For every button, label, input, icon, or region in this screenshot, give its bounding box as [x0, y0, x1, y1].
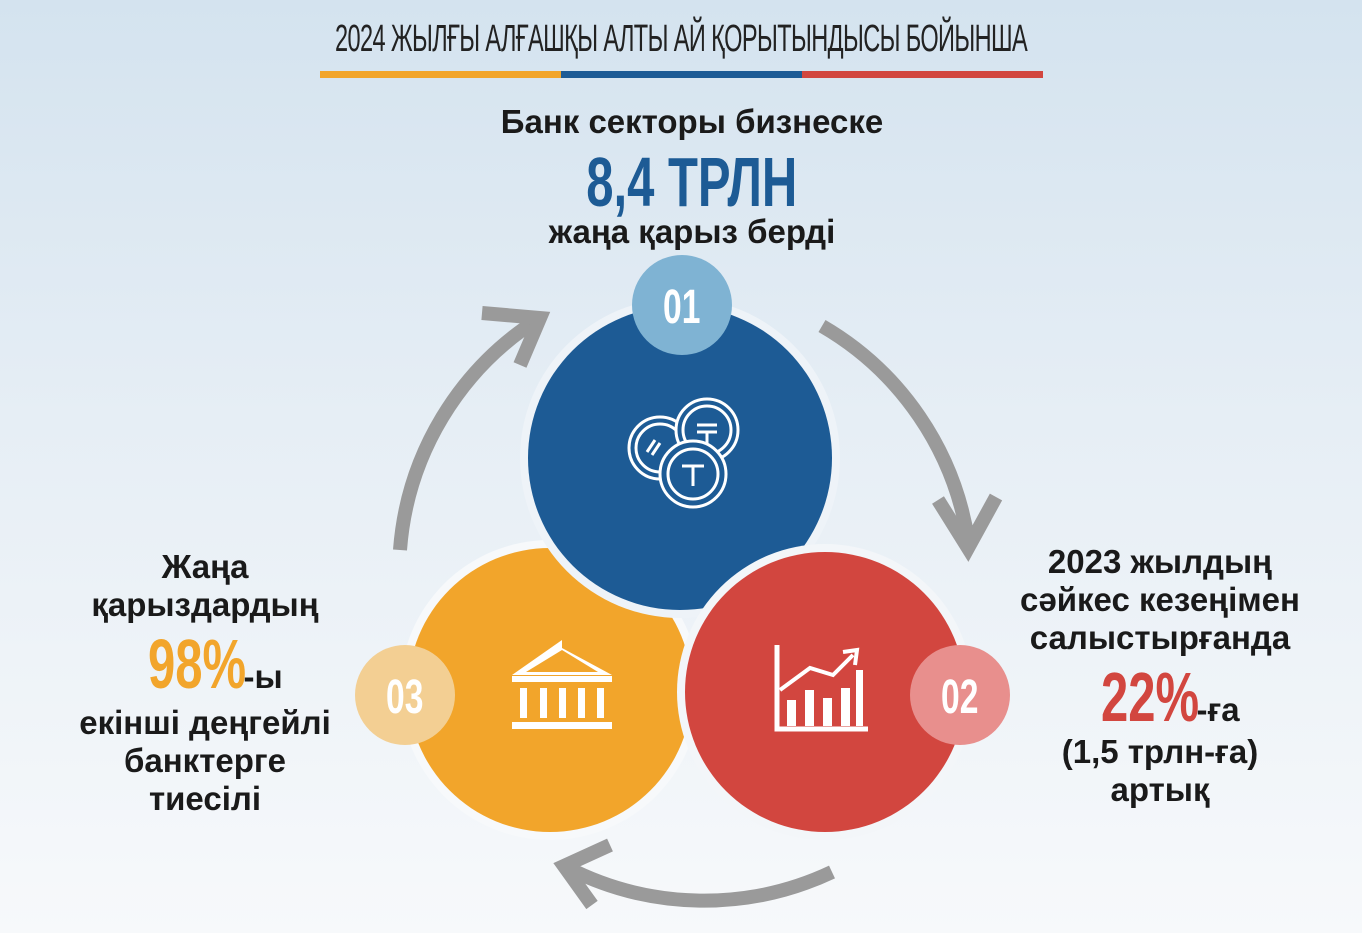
block2-line3: салыстырғанда	[1029, 618, 1291, 656]
arrow-2-to-3-head	[553, 838, 613, 910]
badge-01-circle	[632, 255, 732, 355]
badge-01: 01	[663, 281, 701, 334]
block2-suffix: -ға	[1196, 690, 1240, 728]
badge-02-circle	[910, 645, 1010, 745]
block3-line4: екінші деңгейлі	[79, 703, 331, 741]
block2-line4: (1,5 трлн-ға)	[1061, 732, 1259, 770]
page-title: 2024 ЖЫЛҒЫ АЛҒАШҚЫ АЛТЫ АЙ ҚОРЫТЫНДЫСЫ Б…	[334, 18, 1028, 60]
block2-value: 22%	[1101, 657, 1200, 736]
block3-value-row: 98%-ы	[30, 624, 380, 704]
block2-line5: артық	[1110, 770, 1210, 808]
blue-divider	[561, 71, 802, 78]
growth-chart-icon	[774, 645, 868, 732]
badge-03: 03	[386, 671, 424, 724]
arrow-2-to-3	[564, 861, 835, 908]
red-divider	[802, 71, 1043, 78]
orange-circle	[408, 548, 692, 832]
block2-text: 2023 жылдың сәйкес кезеңімен салыстырған…	[990, 543, 1330, 809]
red-circle	[685, 552, 965, 832]
block3-line1: Жаңа	[161, 548, 249, 585]
block1-line1: Банк секторы бизнеске	[500, 103, 884, 140]
block3-suffix: -ы	[243, 657, 283, 695]
block2-value-row: 22%-ға	[990, 657, 1330, 736]
block3-line2: қарыздардың	[91, 585, 319, 623]
arrow-1-to-2	[818, 319, 975, 542]
block2-line1: 2023 жылдың	[1047, 543, 1273, 580]
badge-03-circle	[355, 645, 455, 745]
block3-text: Жаңа қарыздардың 98%-ы екінші деңгейлі б…	[30, 548, 380, 818]
block3-line5: банктерге	[124, 741, 286, 779]
block1-line2: жаңа қарыз берді	[548, 213, 836, 250]
arrow-1-to-2-head	[932, 493, 1003, 562]
orange-divider	[320, 71, 561, 78]
block3-line6: тиесілі	[148, 779, 262, 817]
badge-02: 02	[941, 671, 979, 724]
block3-value: 98%	[148, 624, 247, 703]
arrow-3-to-1-head	[481, 306, 551, 368]
arrow-3-to-1	[393, 312, 544, 551]
tenge-coins-icon	[627, 397, 740, 509]
bank-building-icon	[512, 640, 612, 729]
block2-line2: сәйкес кезеңімен	[1020, 580, 1300, 618]
block1-value: 8,4 ТРЛН	[586, 143, 798, 221]
